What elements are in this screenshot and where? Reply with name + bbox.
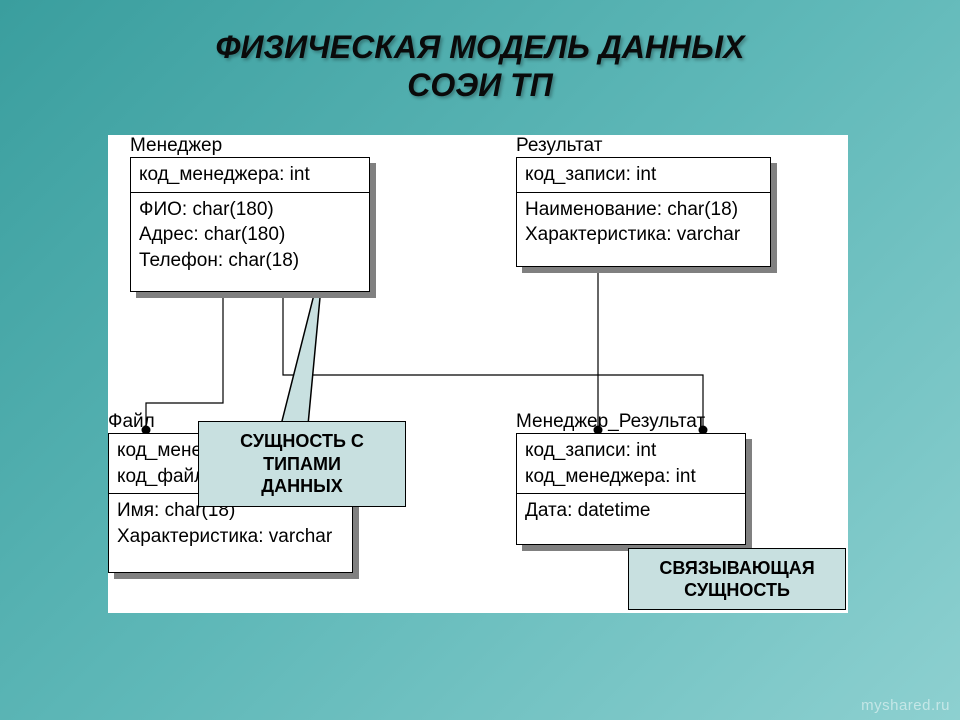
entity-result-key: код_записи: int [525, 162, 762, 188]
entity-manager-title: Менеджер [130, 135, 222, 157]
entity-result-title: Результат [516, 135, 602, 157]
title-line-2: СОЭИ ТП [407, 67, 552, 103]
slide-title: ФИЗИЧЕСКАЯ МОДЕЛЬ ДАННЫХ СОЭИ ТП [0, 28, 960, 105]
entity-result: код_записи: int Наименование: char(18) Х… [516, 157, 771, 267]
entity-manager-result: код_записи: int код_менеджера: int Дата:… [516, 433, 746, 545]
entity-mr-attr: Дата: datetime [525, 498, 737, 524]
callout-types-l2: ТИПАМИ [263, 454, 341, 474]
callout-types: СУЩНОСТЬ С ТИПАМИ ДАННЫХ [198, 421, 406, 507]
callout-linking-l2: СУЩНОСТЬ [684, 580, 790, 600]
title-line-1: ФИЗИЧЕСКАЯ МОДЕЛЬ ДАННЫХ [216, 29, 745, 65]
entity-manager-attr: Адрес: char(180) [139, 222, 361, 248]
watermark: myshared.ru [861, 697, 950, 714]
callout-types-l3: ДАННЫХ [261, 476, 342, 496]
entity-manager: код_менеджера: int ФИО: char(180) Адрес:… [130, 157, 370, 292]
entity-file-attr: Характеристика: varchar [117, 524, 344, 550]
entity-manager-attr: ФИО: char(180) [139, 197, 361, 223]
callout-linking-l1: СВЯЗЫВАЮЩАЯ [659, 558, 814, 578]
entity-result-attr: Характеристика: varchar [525, 222, 762, 248]
entity-mr-key: код_записи: int [525, 438, 737, 464]
entity-manager-attr: Телефон: char(18) [139, 248, 361, 274]
entity-file-title: Файл [108, 411, 155, 433]
entity-result-attr: Наименование: char(18) [525, 197, 762, 223]
entity-mr-title: Менеджер_Результат [516, 411, 705, 433]
callout-types-l1: СУЩНОСТЬ С [240, 431, 364, 451]
entity-manager-key: код_менеджера: int [139, 162, 361, 188]
entity-mr-key: код_менеджера: int [525, 464, 737, 490]
callout-linking: СВЯЗЫВАЮЩАЯ СУЩНОСТЬ [628, 548, 846, 610]
diagram-canvas: Менеджер код_менеджера: int ФИО: char(18… [108, 135, 848, 613]
